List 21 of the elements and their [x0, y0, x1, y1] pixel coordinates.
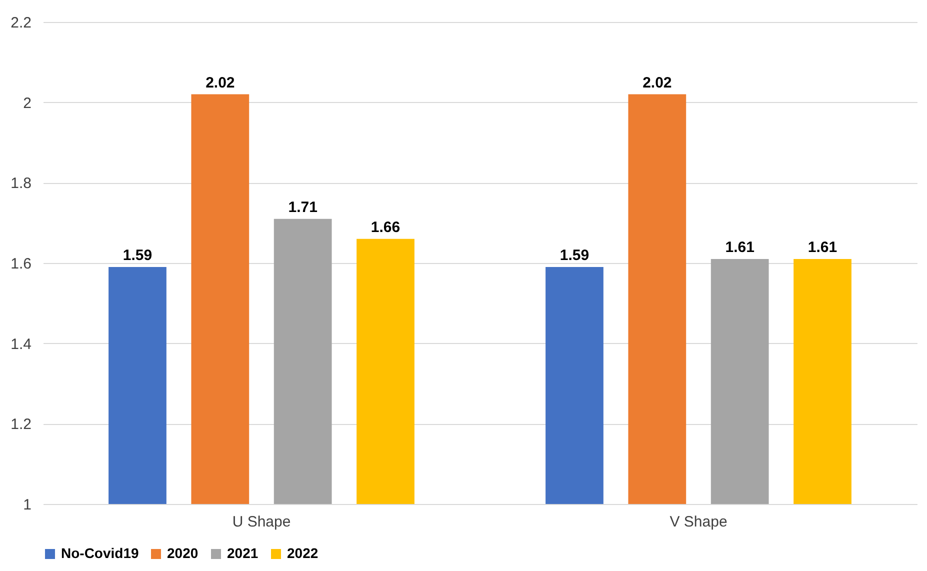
data-label: 1.59 [560, 247, 590, 264]
data-label: 1.71 [288, 198, 318, 216]
data-label: 2.02 [206, 74, 235, 92]
y-tick-label: 1.8 [10, 175, 32, 192]
x-tick-label: U Shape [232, 514, 291, 530]
legend-label: 2021 [227, 545, 258, 561]
x-tick-label: V Shape [670, 514, 728, 530]
y-tick-label: 2.2 [10, 14, 32, 32]
y-tick-label: 1.6 [10, 256, 32, 272]
data-label: 1.61 [808, 238, 838, 256]
legend-label: No-Covid19 [61, 545, 139, 561]
data-label: 1.59 [122, 247, 152, 264]
legend-label: 2020 [167, 545, 198, 561]
y-tick-label: 2 [23, 94, 32, 112]
data-label: 1.66 [370, 218, 400, 236]
y-tick-label: 1.4 [10, 336, 32, 353]
y-tick-label: 1 [23, 496, 32, 514]
data-label: 1.61 [725, 238, 754, 256]
data-label: 2.02 [642, 74, 672, 92]
y-tick-label: 1.2 [10, 416, 32, 434]
legend-label: 2022 [287, 545, 318, 561]
